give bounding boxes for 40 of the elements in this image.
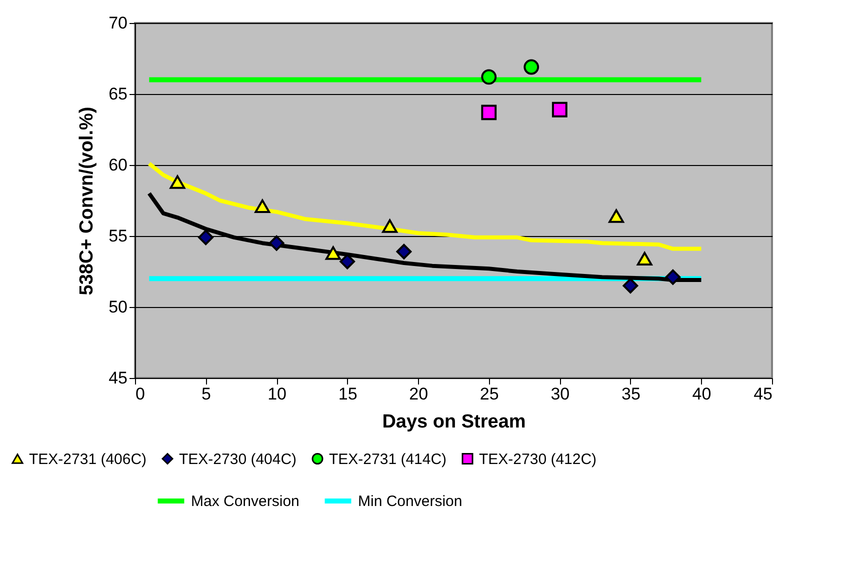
point xyxy=(481,104,497,120)
y-tick-label: 55 xyxy=(108,226,128,246)
y-tick-label: 45 xyxy=(108,368,128,388)
x-tick-label: 5 xyxy=(202,384,212,404)
x-tick-label: 25 xyxy=(480,384,499,404)
x-tick-label: 10 xyxy=(268,384,287,404)
y-tick-label: 70 xyxy=(108,14,128,32)
x-tick-label: 0 xyxy=(136,384,145,404)
legend-label: TEX-2730 (404C) xyxy=(179,450,297,468)
point xyxy=(198,230,214,246)
y-tick-label: 60 xyxy=(108,156,128,174)
legend-label: TEX-2730 (412C) xyxy=(479,450,597,468)
legend-label: Min Conversion xyxy=(358,493,462,510)
point xyxy=(254,199,270,213)
point xyxy=(268,235,284,251)
point xyxy=(170,175,186,189)
y-tick-label: 65 xyxy=(108,84,128,104)
point xyxy=(396,244,412,260)
x-tick-label: 35 xyxy=(621,384,640,404)
x-tick-label: 40 xyxy=(692,384,712,404)
legend-label: Max Conversion xyxy=(191,493,300,510)
legend-label: TEX-2731 (406C) xyxy=(29,450,147,468)
point xyxy=(665,269,681,285)
x-axis-title: Days on Stream xyxy=(382,412,526,432)
x-tick-label: 30 xyxy=(550,384,570,404)
point xyxy=(636,252,652,266)
point xyxy=(524,59,540,75)
point xyxy=(622,278,638,294)
point xyxy=(325,246,341,260)
point xyxy=(481,69,497,85)
y-tick-label: 50 xyxy=(108,298,128,316)
y-axis-title: 538C+ Convn/(vol.%) xyxy=(76,106,98,296)
x-tick-label: 20 xyxy=(409,384,428,404)
point xyxy=(552,102,568,118)
x-tick-label: 15 xyxy=(338,384,358,404)
x-tick-label: 45 xyxy=(754,384,772,404)
legend-label: TEX-2731 (414C) xyxy=(329,450,447,468)
line-series xyxy=(147,162,704,251)
point xyxy=(382,219,398,233)
point xyxy=(608,209,624,223)
